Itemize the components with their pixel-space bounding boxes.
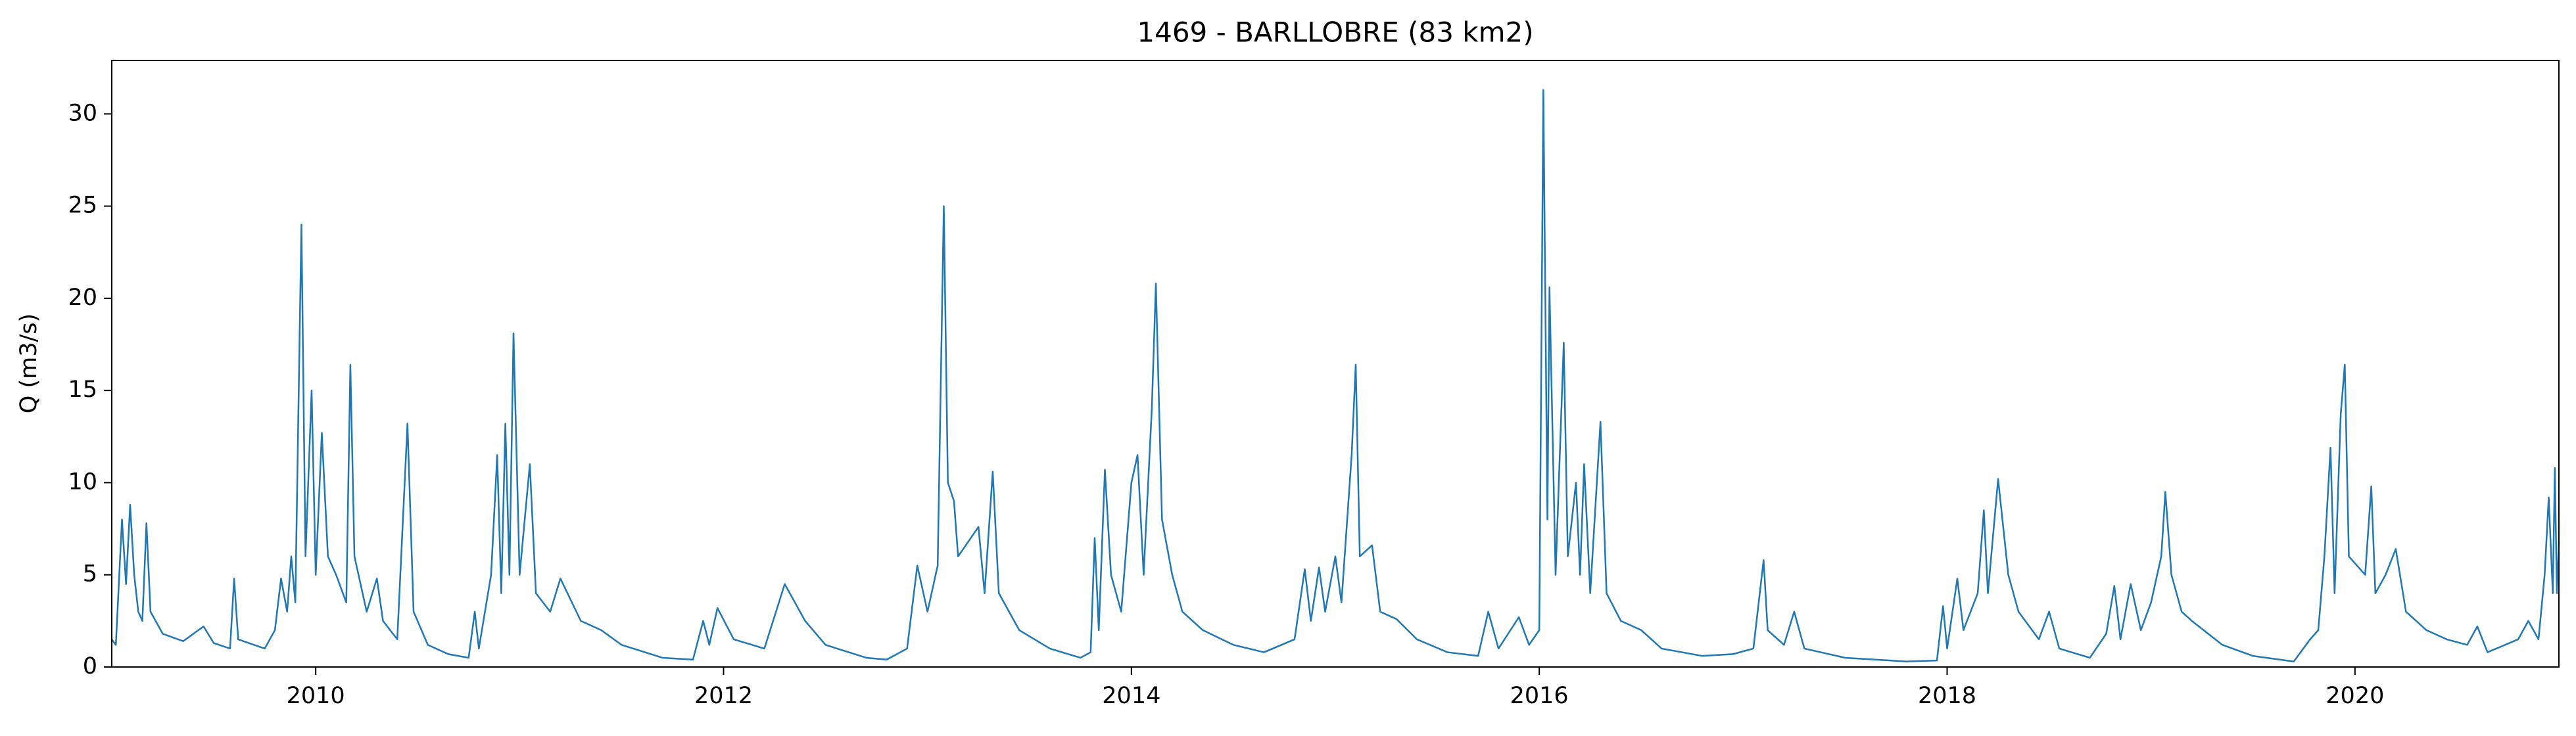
chart-title: 1469 - BARLLOBRE (83 km2) [1137, 16, 1533, 49]
y-tick-label: 10 [68, 469, 97, 495]
y-tick-label: 15 [68, 377, 97, 403]
x-tick-label: 2016 [1510, 683, 1569, 709]
x-tick-label: 2020 [2326, 683, 2384, 709]
y-tick-label: 30 [68, 100, 97, 126]
x-tick-label: 2018 [1918, 683, 1976, 709]
x-tick-label: 2014 [1102, 683, 1160, 709]
y-tick-label: 5 [83, 561, 97, 587]
y-tick-label: 20 [68, 285, 97, 311]
y-tick-label: 0 [83, 653, 97, 679]
x-tick-label: 2012 [694, 683, 753, 709]
plot-frame [111, 60, 2560, 668]
x-tick-label: 2010 [287, 683, 345, 709]
y-axis-label: Q (m3/s) [16, 313, 42, 413]
data-line [110, 89, 2560, 662]
y-tick-label: 25 [68, 193, 97, 219]
